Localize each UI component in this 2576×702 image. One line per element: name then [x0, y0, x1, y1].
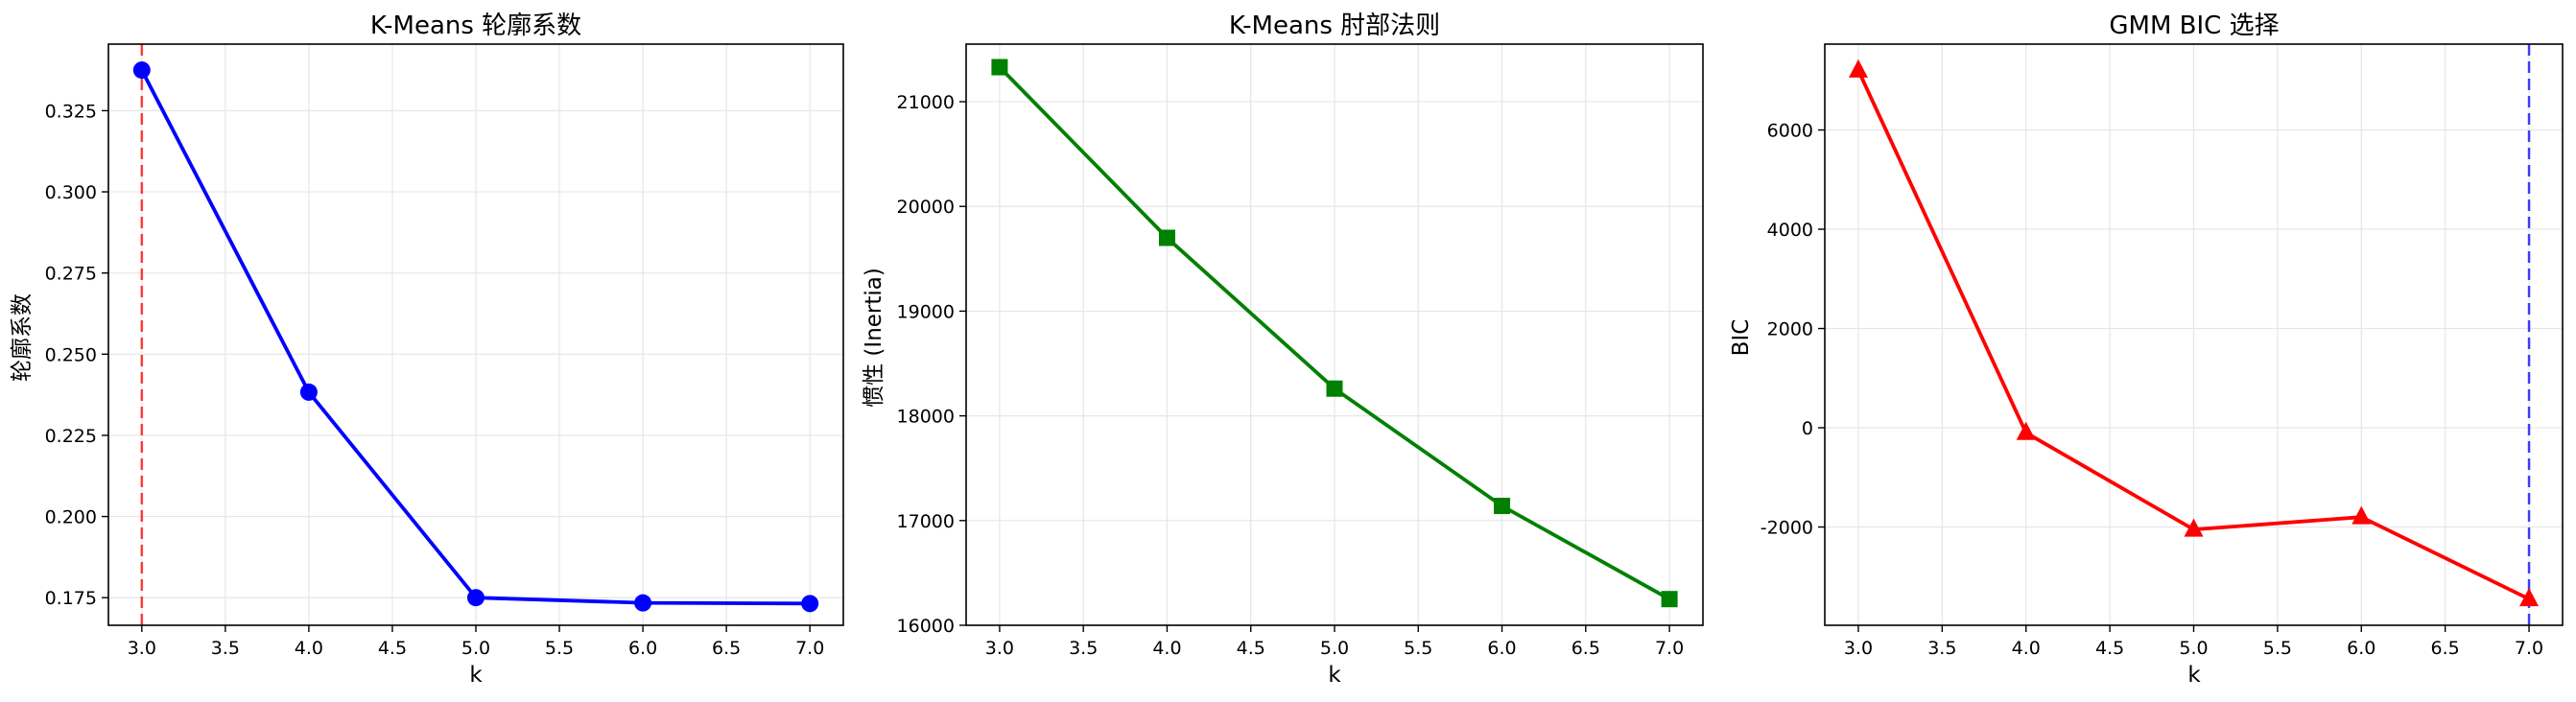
data-point: [1848, 58, 1868, 78]
chart-title: GMM BIC 选择: [2109, 12, 2279, 40]
x-tick-label: 5.5: [2263, 638, 2292, 659]
data-point: [467, 589, 484, 607]
x-tick-label: 3.0: [1844, 638, 1873, 659]
x-tick-label: 4.5: [378, 638, 407, 659]
data-point: [2184, 518, 2204, 537]
y-tick-label: 0.300: [45, 182, 97, 203]
x-tick-label: 6.5: [1572, 638, 1600, 659]
y-tick-label: 0.325: [45, 101, 97, 122]
y-tick-label: 16000: [897, 616, 955, 637]
x-tick-label: 3.5: [1927, 638, 1956, 659]
data-point: [991, 58, 1008, 76]
data-point: [1326, 380, 1343, 397]
y-tick-label: 2000: [1767, 319, 1813, 340]
x-tick-label: 3.0: [985, 638, 1014, 659]
y-tick-label: 0.275: [45, 264, 97, 285]
x-axis-label: k: [1328, 663, 1341, 688]
x-tick-label: 5.5: [545, 638, 574, 659]
y-tick-label: 0.250: [45, 344, 97, 365]
chart-title: K-Means 轮廓系数: [370, 12, 581, 40]
data-point: [2016, 421, 2036, 440]
x-tick-label: 4.0: [2012, 638, 2041, 659]
data-point: [299, 383, 318, 401]
y-tick-label: 21000: [897, 92, 955, 113]
x-tick-label: 6.0: [2347, 638, 2375, 659]
y-tick-label: 0.200: [45, 507, 97, 528]
y-tick-label: 4000: [1767, 220, 1813, 241]
y-axis-label: 轮廓系数: [10, 293, 35, 382]
data-point: [1661, 591, 1678, 608]
silhouette-panel: K-Means 轮廓系数 k 轮廓系数 3.0 3.5 4.0 4.5 5.0 5.5 6.…: [10, 12, 844, 688]
data-point: [1158, 229, 1175, 246]
x-tick-label: 3.5: [211, 638, 240, 659]
y-axis-label: BIC: [1729, 319, 1754, 357]
x-tick-label: 4.5: [2095, 638, 2124, 659]
y-tick-label: 20000: [897, 197, 955, 218]
data-point: [801, 595, 819, 613]
y-tick-label: 0.225: [45, 426, 97, 447]
x-tick-label: 7.0: [2515, 638, 2543, 659]
x-tick-label: 5.5: [1404, 638, 1432, 659]
x-tick-label: 5.0: [461, 638, 490, 659]
x-tick-label: 3.0: [128, 638, 156, 659]
y-axis-label: 惯性 (Inertia): [862, 268, 886, 408]
y-tick-label: 0: [1802, 418, 1813, 439]
y-tick-label: 0.175: [45, 588, 97, 609]
data-point: [1494, 498, 1511, 515]
x-tick-label: 4.5: [1237, 638, 1265, 659]
elbow-panel: K-Means 肘部法则 k 惯性 (Inertia) 3.0 3.5 4.0 4.5…: [862, 12, 1704, 688]
x-tick-label: 4.0: [295, 638, 323, 659]
y-tick-label: 17000: [897, 511, 955, 532]
bic-panel: GMM BIC 选择 k BIC 3.0 3.5 4.0 4.5 5.0 5.5 6.0 6.…: [1729, 12, 2564, 688]
x-tick-label: 6.5: [2431, 638, 2460, 659]
x-tick-label: 7.0: [795, 638, 824, 659]
x-tick-label: 6.0: [628, 638, 657, 659]
x-tick-label: 3.5: [1069, 638, 1098, 659]
data-point: [132, 61, 151, 80]
x-tick-label: 6.0: [1487, 638, 1516, 659]
data-point: [634, 594, 652, 612]
x-tick-label: 6.5: [712, 638, 741, 659]
y-tick-label: 18000: [897, 407, 955, 428]
x-axis-label: k: [469, 663, 483, 688]
data-point: [2519, 588, 2540, 607]
y-tick-label: 6000: [1767, 121, 1813, 142]
x-tick-label: 5.0: [1320, 638, 1349, 659]
x-axis-label: k: [2187, 663, 2201, 688]
y-tick-label: 19000: [897, 301, 955, 322]
x-tick-label: 4.0: [1152, 638, 1181, 659]
data-point: [2351, 505, 2372, 525]
x-tick-label: 7.0: [1655, 638, 1684, 659]
y-tick-label: -2000: [1761, 518, 1813, 539]
x-tick-label: 5.0: [2179, 638, 2208, 659]
chart-title: K-Means 肘部法则: [1229, 12, 1440, 40]
